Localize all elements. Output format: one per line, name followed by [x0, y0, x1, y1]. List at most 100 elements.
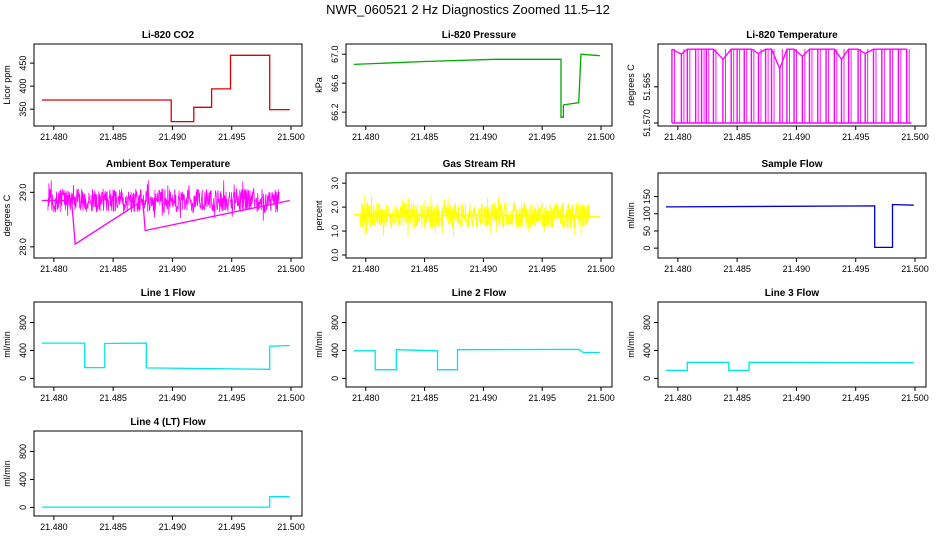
x-tick-label: 21.495 [528, 132, 556, 142]
panel-title: Sample Flow [761, 159, 822, 170]
series-noise [359, 194, 590, 237]
plot-frame [33, 301, 303, 388]
y-tick-label: 800 [642, 315, 652, 330]
x-tick-label: 21.480 [40, 132, 68, 142]
panel-title: Line 2 Flow [452, 288, 507, 299]
y-tick-label: 450 [18, 56, 28, 71]
panel-5: Gas Stream RH percent 21.480 21.485 21.490 21… [314, 159, 615, 274]
series-line [353, 53, 600, 118]
x-tick-label: 21.490 [470, 132, 498, 142]
x-tick-label: 21.500 [277, 522, 305, 532]
panel-title: Li-820 Pressure [442, 30, 517, 41]
x-tick-label: 21.490 [783, 393, 811, 403]
y-tick-label: 51.565 [642, 73, 652, 101]
y-tick-label: 0 [642, 376, 652, 381]
x-tick-label: 21.480 [664, 393, 692, 403]
x-tick-label: 21.485 [411, 264, 439, 274]
panel-4: Ambient Box Temperature degrees C 21.480 21… [2, 159, 305, 274]
x-tick-label: 21.500 [277, 264, 305, 274]
y-tick-label: 28.0 [18, 238, 28, 256]
x-tick-label: 21.490 [159, 522, 187, 532]
panel-2: Li-820 Pressure kPa 21.480 21.485 21.490 21.4… [314, 30, 615, 142]
x-tick-label: 21.495 [218, 393, 246, 403]
y-tick-label: 0 [642, 246, 652, 251]
series-line [42, 342, 290, 370]
panel-3: Li-820 Temperature degrees C 21.480 21.485 2… [626, 30, 929, 142]
x-tick-label: 21.480 [40, 264, 68, 274]
plot-frame [33, 43, 303, 127]
panel-title: Line 3 Flow [765, 288, 820, 299]
y-tick-label: 0.0 [330, 249, 340, 262]
y-axis-label: ml/min [2, 460, 12, 487]
x-tick-label: 21.485 [723, 393, 751, 403]
x-tick-label: 21.500 [277, 132, 305, 142]
series-line [42, 54, 290, 123]
x-tick-label: 21.500 [587, 132, 615, 142]
panel-title: Li-820 Temperature [746, 30, 838, 41]
x-tick-label: 21.495 [842, 132, 870, 142]
y-tick-label: 0 [330, 376, 340, 381]
panel-title: Li-820 CO2 [142, 30, 195, 41]
y-tick-label: 400 [642, 343, 652, 358]
series-line [671, 48, 907, 71]
y-tick-label: 51.570 [642, 109, 652, 137]
panel-title: Ambient Box Temperature [106, 159, 231, 170]
x-tick-label: 21.485 [99, 264, 127, 274]
x-tick-label: 21.495 [528, 393, 556, 403]
panel-title: Line 1 Flow [141, 288, 196, 299]
y-tick-label: 400 [18, 472, 28, 487]
y-tick-label: 66.2 [330, 103, 340, 121]
x-tick-label: 21.500 [277, 393, 305, 403]
y-tick-label: 1.0 [330, 225, 340, 238]
x-tick-label: 21.500 [901, 132, 929, 142]
y-axis-label: ml/min [626, 202, 636, 229]
x-tick-label: 21.500 [587, 393, 615, 403]
x-tick-label: 21.490 [159, 393, 187, 403]
y-tick-label: 50 [642, 226, 652, 236]
x-tick-label: 21.490 [783, 132, 811, 142]
plot-frame [657, 43, 927, 127]
y-tick-label: 67.0 [330, 45, 340, 63]
x-tick-label: 21.490 [159, 264, 187, 274]
x-tick-label: 21.500 [901, 264, 929, 274]
x-tick-label: 21.485 [723, 132, 751, 142]
x-tick-label: 21.490 [159, 132, 187, 142]
x-tick-label: 21.480 [664, 264, 692, 274]
y-tick-label: 800 [18, 444, 28, 459]
panel-6: Sample Flow ml/min 21.480 21.485 21.490 21.49… [626, 159, 929, 274]
y-axis-label: degrees C [2, 194, 12, 236]
y-axis-label: degrees C [626, 64, 636, 106]
y-axis-label: ml/min [626, 331, 636, 358]
y-tick-label: 800 [330, 315, 340, 330]
x-tick-label: 21.485 [99, 132, 127, 142]
y-tick-label: 29.0 [18, 184, 28, 202]
x-tick-label: 21.490 [783, 264, 811, 274]
x-tick-label: 21.480 [352, 264, 380, 274]
series-noise [47, 180, 280, 221]
panel-title: Gas Stream RH [443, 159, 516, 170]
y-tick-label: 66.6 [330, 74, 340, 92]
plot-frame [657, 172, 927, 259]
y-axis-label: ml/min [314, 331, 324, 358]
x-tick-label: 21.495 [842, 393, 870, 403]
plot-frame [345, 43, 613, 127]
x-tick-label: 21.490 [470, 264, 498, 274]
y-tick-label: 3.0 [330, 177, 340, 190]
series-line [354, 348, 600, 371]
y-tick-label: 100 [642, 206, 652, 221]
x-tick-label: 21.495 [218, 522, 246, 532]
panel-7: Line 1 Flow ml/min 21.480 21.485 21.490 21.49… [2, 288, 305, 403]
y-tick-label: 800 [18, 315, 28, 330]
plot-frame [345, 172, 613, 259]
y-axis-label: percent [314, 200, 324, 231]
y-axis-label: ml/min [2, 331, 12, 358]
x-tick-label: 21.485 [723, 264, 751, 274]
y-axis-label: kPa [314, 77, 324, 93]
x-tick-label: 21.485 [411, 132, 439, 142]
page-title: NWR_060521 2 Hz Diagnostics Zoomed 11.5–… [326, 2, 610, 17]
x-tick-label: 21.495 [528, 264, 556, 274]
series-line [666, 361, 914, 372]
plot-frame [33, 430, 303, 517]
y-tick-label: 400 [330, 343, 340, 358]
